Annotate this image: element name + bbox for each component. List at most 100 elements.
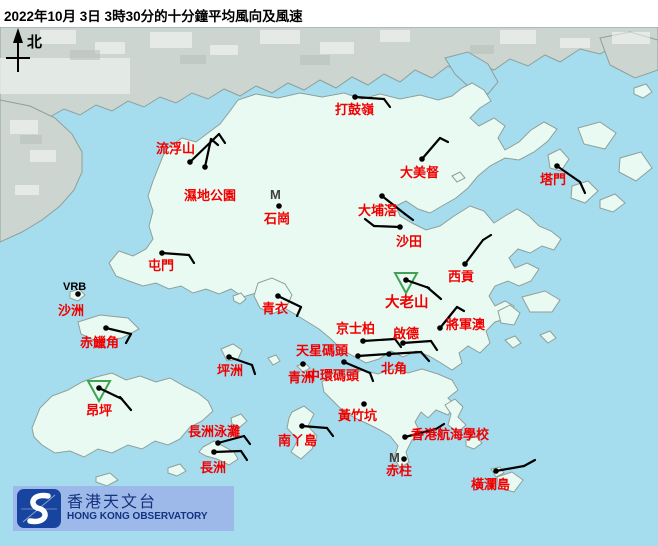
station-dot bbox=[352, 94, 358, 100]
station-dot bbox=[360, 338, 366, 344]
station-chek-lap-kok bbox=[103, 325, 133, 345]
wind-barb bbox=[380, 194, 407, 216]
logo-english-name: HONG KONG OBSERVATORY bbox=[67, 511, 208, 523]
station-label-tates-cairn: 大老山 bbox=[385, 295, 429, 311]
station-kai-tak bbox=[400, 339, 439, 352]
station-dot bbox=[493, 468, 499, 474]
mainland-terrain bbox=[0, 26, 658, 243]
station-dot bbox=[341, 359, 347, 365]
station-dot bbox=[202, 164, 208, 170]
wind-barb bbox=[403, 212, 415, 222]
station-label-tsing-yi: 青衣 bbox=[262, 301, 289, 316]
station-central-pier bbox=[341, 359, 375, 383]
station-label-wetland-park: 濕地公園 bbox=[184, 188, 237, 203]
wind-barb bbox=[250, 363, 257, 376]
wind-barb bbox=[104, 326, 133, 336]
station-label-tap-mun: 塔門 bbox=[540, 172, 567, 187]
station-dot bbox=[462, 261, 468, 267]
wind-barb bbox=[325, 426, 335, 438]
logo-text-block: 香港天文台 HONG KONG OBSERVATORY bbox=[67, 494, 208, 524]
wind-barb bbox=[295, 305, 303, 318]
wind-barb bbox=[522, 458, 537, 468]
wind-barb bbox=[361, 337, 397, 343]
station-waglan-island bbox=[493, 458, 537, 474]
station-label-kai-tak: 啟德 bbox=[393, 326, 420, 341]
station-tap-mun bbox=[554, 163, 587, 195]
station-cheung-chau-beach bbox=[215, 434, 252, 446]
station-label-cheung-chau: 長洲 bbox=[200, 460, 227, 475]
wind-barb bbox=[382, 97, 392, 109]
north-label: 北 bbox=[27, 34, 43, 51]
station-wong-chuk-hang bbox=[361, 401, 367, 407]
station-star-ferry-pier bbox=[355, 352, 390, 359]
station-dot bbox=[397, 224, 403, 230]
station-label-star-ferry-pier: 天星碼頭 bbox=[296, 343, 349, 358]
station-label-kings-park: 京士柏 bbox=[336, 321, 376, 336]
station-dot bbox=[103, 325, 109, 331]
north-arrow-icon bbox=[6, 28, 30, 72]
page-title: 2022年10月 3日 3時30分的十分鐘平均風向及風速 bbox=[4, 9, 303, 24]
station-dot bbox=[96, 385, 102, 391]
wind-barb bbox=[481, 233, 493, 242]
station-dot bbox=[75, 291, 81, 297]
station-dot bbox=[275, 293, 281, 299]
wind-barb bbox=[463, 238, 485, 266]
wind-barb bbox=[353, 95, 386, 101]
wind-barb bbox=[187, 253, 196, 265]
wind-stations-layer: M VRB M bbox=[63, 94, 587, 474]
station-dot bbox=[159, 250, 165, 256]
wind-barb bbox=[209, 137, 220, 147]
wind-barb bbox=[419, 350, 431, 363]
station-label-tseung-kwan-o: 將軍澳 bbox=[446, 317, 486, 332]
station-label-waglan-island: 橫瀾島 bbox=[471, 477, 511, 492]
station-dot bbox=[215, 440, 221, 446]
station-dot bbox=[276, 203, 282, 209]
station-label-tai-po-kau: 大埔滘 bbox=[358, 203, 398, 218]
station-ngong-ping bbox=[86, 380, 133, 412]
wind-barb bbox=[124, 332, 133, 345]
station-green-island bbox=[300, 361, 306, 367]
wind-barb bbox=[438, 136, 450, 144]
station-lau-fau-shan bbox=[187, 132, 227, 165]
wind-barb bbox=[363, 217, 376, 228]
station-label-cheung-chau-beach: 長洲泳灘 bbox=[188, 424, 241, 439]
station-label-central-pier: 中環碼頭 bbox=[307, 368, 360, 383]
wind-barb bbox=[300, 424, 329, 430]
wind-barb bbox=[239, 449, 249, 462]
station-dot bbox=[361, 401, 367, 407]
wind-barb bbox=[401, 339, 433, 345]
wind-barb bbox=[216, 434, 246, 445]
station-label-sha-tin: 沙田 bbox=[396, 234, 423, 249]
wind-barb bbox=[160, 251, 191, 257]
wind-barb bbox=[188, 132, 221, 164]
station-north-point bbox=[386, 350, 431, 363]
station-label-stanley: 赤柱 bbox=[386, 463, 413, 478]
wind-barb bbox=[455, 305, 466, 313]
station-shek-kong: M bbox=[270, 187, 282, 209]
station-tuen-mun bbox=[159, 250, 196, 265]
wind-barb bbox=[217, 132, 227, 145]
station-tseung-kwan-o bbox=[437, 305, 466, 331]
wind-barb bbox=[356, 352, 390, 358]
wind-barb bbox=[393, 337, 403, 349]
station-dot bbox=[386, 351, 392, 357]
wind-barb bbox=[118, 395, 133, 412]
station-label-green-island: 青洲 bbox=[288, 370, 315, 385]
station-lamma-island bbox=[299, 423, 335, 438]
station-label-sha-chau: 沙洲 bbox=[58, 303, 85, 318]
station-dot bbox=[401, 456, 407, 462]
logo-chinese-name: 香港天文台 bbox=[67, 493, 158, 511]
station-tai-po-kau bbox=[379, 193, 415, 222]
wind-barb bbox=[212, 449, 243, 454]
wind-barb bbox=[227, 355, 254, 367]
station-stanley: M bbox=[389, 450, 407, 465]
station-dot bbox=[554, 163, 560, 169]
station-tai-mei-tuk bbox=[419, 136, 450, 162]
station-dot bbox=[403, 277, 409, 283]
station-dot bbox=[400, 340, 406, 346]
station-label-sai-kung: 西貢 bbox=[448, 269, 475, 284]
station-sha-chau: VRB bbox=[63, 281, 86, 297]
station-label-shek-kong: 石崗 bbox=[264, 211, 291, 226]
station-dot bbox=[402, 434, 408, 440]
station-dot bbox=[437, 325, 443, 331]
